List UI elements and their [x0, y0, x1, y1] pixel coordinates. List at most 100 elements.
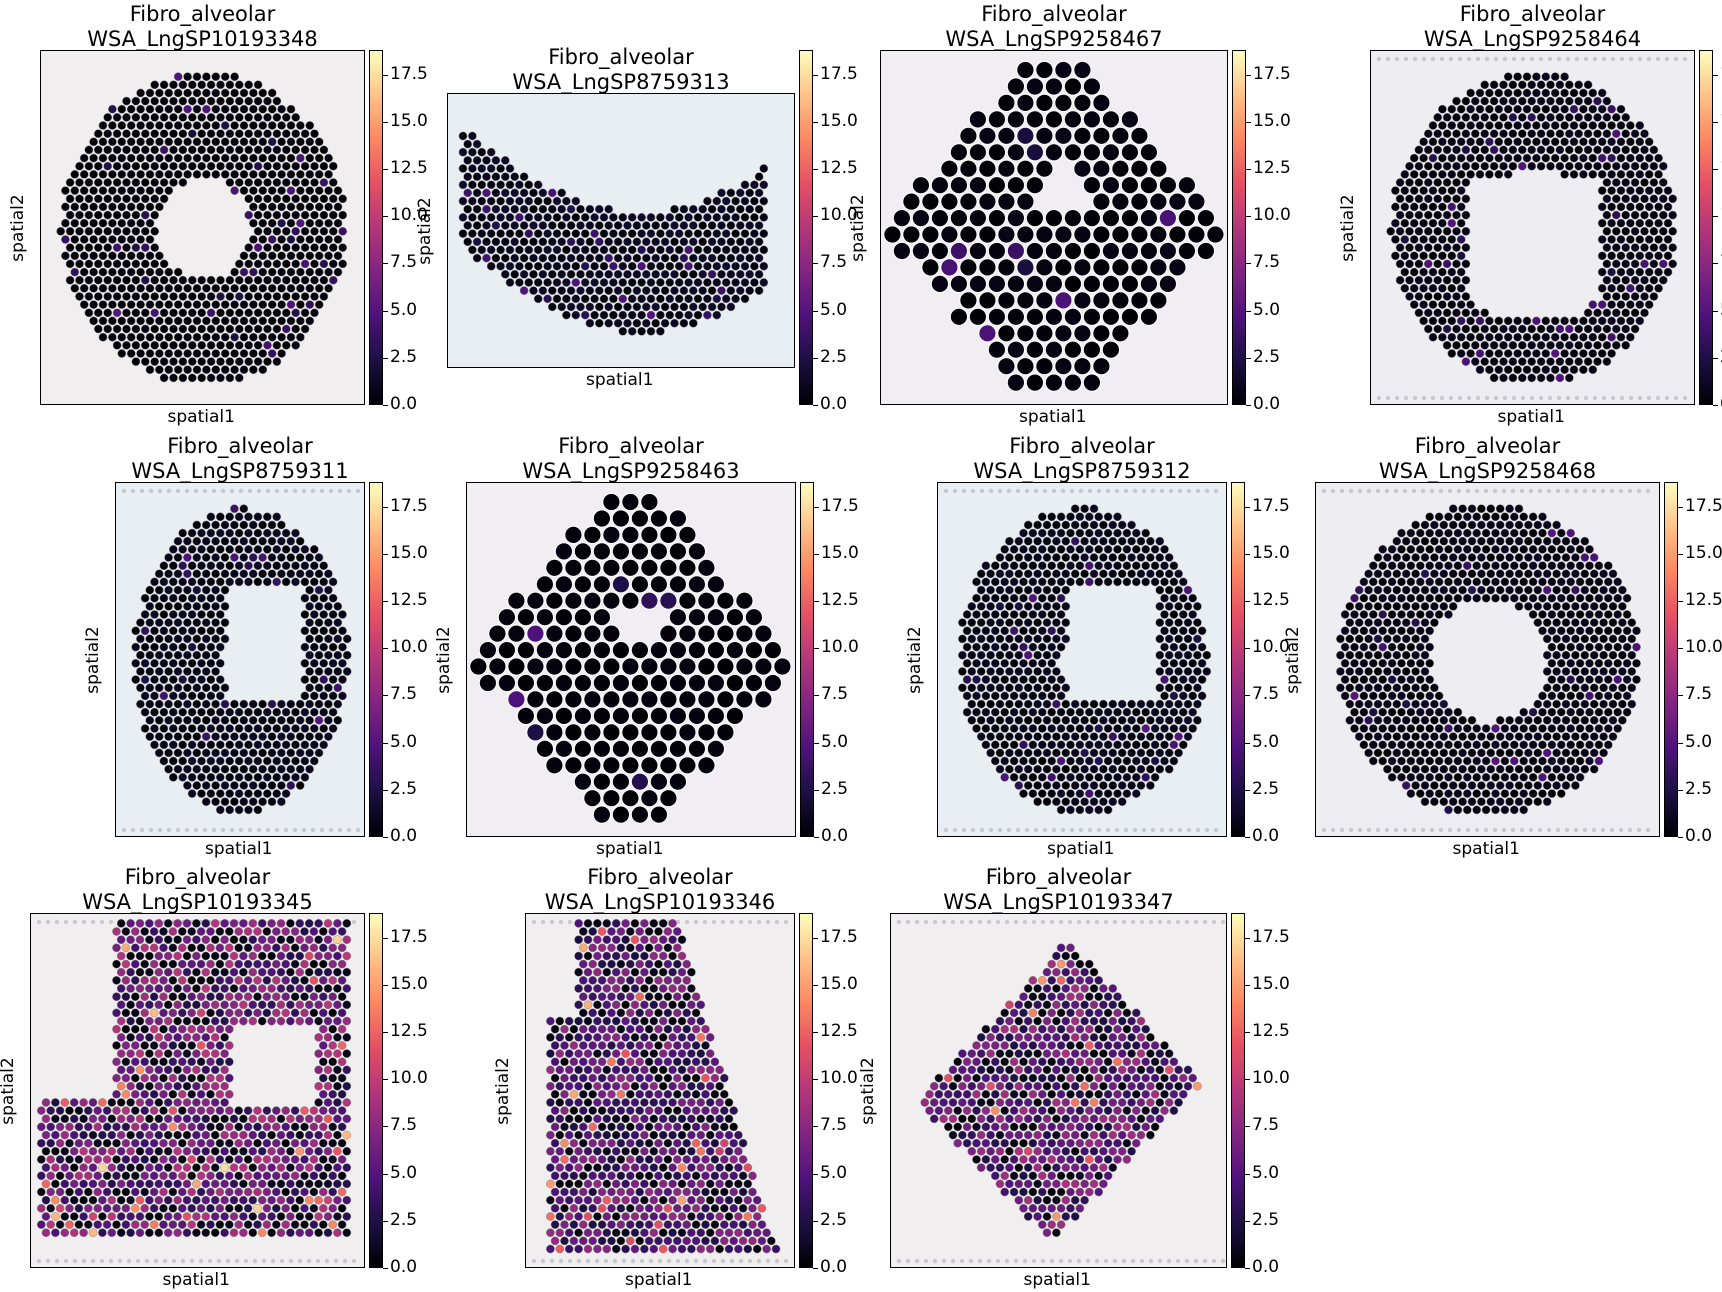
spot	[159, 145, 169, 155]
spot	[1120, 307, 1139, 326]
fiducial-dot	[211, 488, 217, 494]
fiducial-dot	[1411, 827, 1417, 833]
fiducial-dot	[135, 1258, 141, 1264]
spot	[1345, 602, 1355, 611]
spot	[215, 593, 225, 603]
fiducial-dot	[243, 1258, 249, 1264]
fiducial-dot	[1421, 395, 1427, 401]
spot	[1475, 332, 1485, 342]
spot	[70, 235, 80, 244]
spot	[1442, 226, 1452, 236]
spot	[192, 283, 202, 293]
spot	[244, 528, 253, 538]
colorbar-tick-mark	[1246, 405, 1251, 406]
spot	[211, 283, 221, 293]
spot	[324, 667, 333, 676]
spot	[230, 504, 239, 514]
spot	[1593, 145, 1602, 155]
spot	[248, 797, 258, 807]
spot	[1461, 161, 1471, 171]
spot	[646, 310, 656, 320]
spot	[735, 237, 745, 247]
spot	[248, 520, 258, 530]
spot	[328, 593, 338, 603]
spot	[1575, 658, 1585, 668]
spot	[1052, 715, 1061, 725]
spot	[1467, 585, 1477, 595]
spot	[1364, 634, 1373, 644]
spot	[1616, 235, 1626, 244]
spot	[154, 585, 164, 595]
fiducial-dot	[1438, 488, 1444, 494]
spot	[291, 226, 301, 236]
spot	[183, 365, 192, 375]
spot	[314, 186, 324, 195]
spot	[564, 657, 583, 676]
spot	[1066, 756, 1075, 766]
spot	[571, 229, 581, 238]
spot	[1409, 251, 1419, 261]
spot	[1447, 332, 1457, 342]
spot	[324, 186, 333, 195]
spot	[1571, 699, 1580, 709]
spot	[178, 178, 188, 187]
spot	[1089, 569, 1099, 579]
spot	[1037, 561, 1047, 571]
colorbar-tick-mark	[814, 553, 819, 555]
spot	[150, 194, 160, 204]
spot	[1552, 683, 1561, 693]
spot	[613, 318, 623, 328]
spot	[1350, 658, 1359, 668]
fiducial-dot	[1438, 827, 1444, 833]
spot	[173, 300, 183, 309]
spot	[712, 261, 722, 271]
spot	[248, 715, 258, 725]
spot	[1364, 715, 1373, 725]
spot	[1117, 520, 1127, 530]
spot	[1409, 218, 1419, 228]
spot	[1016, 225, 1035, 244]
spot	[145, 218, 155, 228]
spot	[1111, 126, 1130, 145]
spot	[1627, 634, 1637, 644]
spot	[940, 159, 959, 178]
spot	[592, 641, 611, 660]
spot	[1174, 618, 1183, 627]
spot	[1533, 585, 1543, 595]
spot	[117, 267, 127, 277]
spot	[659, 624, 678, 643]
spot	[1188, 610, 1198, 619]
spot	[1439, 781, 1449, 790]
spot	[1585, 691, 1594, 701]
spot	[679, 204, 689, 214]
fiducial-dot	[1078, 827, 1084, 833]
spot	[707, 269, 717, 279]
spot	[1519, 789, 1529, 798]
colorbar-tick-mark	[1246, 121, 1251, 123]
fiducial-dot	[1555, 827, 1561, 833]
spot	[1571, 602, 1580, 611]
spot	[1174, 569, 1183, 579]
spot	[649, 673, 668, 693]
spot	[206, 675, 216, 684]
spot	[646, 213, 656, 222]
spot	[1494, 153, 1504, 163]
spot	[1169, 756, 1179, 766]
spot	[1524, 781, 1533, 790]
spot	[1016, 324, 1035, 343]
fiducial-dot	[1537, 488, 1543, 494]
spot	[1626, 153, 1635, 163]
spot	[543, 261, 552, 271]
spot	[1052, 699, 1061, 709]
spot	[1099, 699, 1108, 709]
spot	[286, 732, 296, 741]
spot	[1383, 650, 1392, 660]
panel-title: Fibro_alveolar WSA_LngSP8759313	[407, 45, 835, 95]
spot	[1364, 732, 1373, 741]
colorbar-tick-mark	[813, 216, 818, 218]
spot	[1550, 316, 1560, 326]
spot	[89, 153, 98, 163]
spot	[1178, 740, 1188, 750]
spot	[1467, 536, 1477, 546]
spot	[1630, 145, 1640, 155]
